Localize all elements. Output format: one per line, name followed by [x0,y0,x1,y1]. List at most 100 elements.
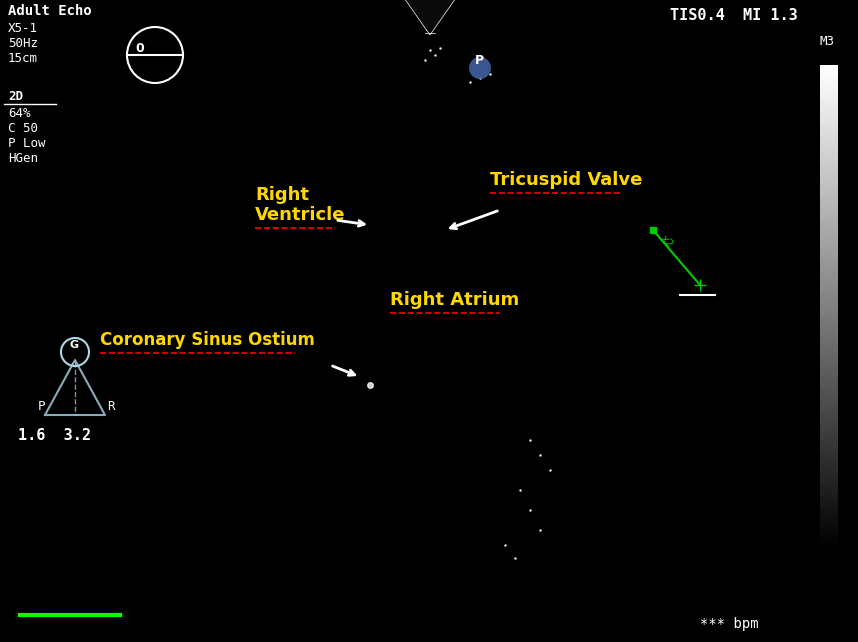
Bar [820,483,838,487]
Bar [820,166,838,171]
Text: 1.6  3.2: 1.6 3.2 [18,428,91,443]
Bar [820,310,838,315]
Text: X5-1: X5-1 [8,22,38,35]
Bar [820,209,838,214]
Bar [820,185,838,190]
Bar [820,89,838,94]
Bar [820,80,838,84]
Bar [820,454,838,458]
Bar [820,286,838,291]
Bar [820,132,838,137]
Bar [820,195,838,200]
Text: C 50: C 50 [8,122,38,135]
Bar [820,458,838,464]
Bar [820,238,838,243]
Bar [820,406,838,411]
Bar [820,502,838,507]
Bar [820,343,838,348]
Bar [820,218,838,223]
Bar [820,478,838,483]
Bar [820,70,838,74]
Bar [820,425,838,429]
Text: G: G [69,340,78,350]
Text: Tricuspid Valve: Tricuspid Valve [490,171,643,189]
Bar [820,315,838,320]
Bar [820,123,838,127]
Bar [820,358,838,363]
Bar [820,421,838,425]
Bar [820,392,838,396]
Bar [820,223,838,228]
Bar [820,512,838,516]
Bar [820,320,838,324]
Bar [820,74,838,80]
Bar [820,363,838,367]
Bar [820,348,838,353]
Bar [820,108,838,113]
Text: TIS0.4  MI 1.3: TIS0.4 MI 1.3 [670,8,798,23]
Bar [820,291,838,295]
Bar [820,435,838,439]
Bar [820,329,838,334]
Text: HGen: HGen [8,152,38,165]
Bar [820,473,838,478]
Bar [820,468,838,473]
Bar [820,84,838,89]
Bar [820,497,838,502]
Bar [820,521,838,526]
Text: R: R [107,400,114,413]
Bar [820,161,838,166]
Bar [820,156,838,161]
Bar [820,137,838,142]
Bar [820,142,838,146]
Bar [820,65,838,70]
Bar [820,243,838,247]
Bar [820,228,838,233]
Bar [820,103,838,108]
Bar [820,526,838,530]
Bar [820,276,838,281]
Text: Right Atrium: Right Atrium [390,291,519,309]
Bar [820,262,838,266]
Bar [820,353,838,358]
Bar [820,338,838,343]
Bar [820,171,838,175]
Text: *** bpm: *** bpm [700,617,758,631]
Bar [820,324,838,329]
Bar [820,367,838,372]
Text: 0: 0 [135,42,144,55]
Bar [820,233,838,238]
Bar [820,411,838,415]
Bar [820,401,838,406]
Bar [820,200,838,204]
Bar [820,305,838,310]
Bar [820,281,838,286]
Text: Coronary Sinus Ostium: Coronary Sinus Ostium [100,331,315,349]
Text: 50Hz: 50Hz [8,37,38,50]
Bar [820,180,838,185]
Bar [820,444,838,449]
Bar [820,266,838,272]
Bar [820,415,838,421]
Bar [820,377,838,382]
Bar [820,204,838,209]
Bar [820,127,838,132]
Bar [820,146,838,152]
Text: Right: Right [255,186,309,204]
Polygon shape [92,0,769,35]
Bar [820,396,838,401]
Bar [820,113,838,117]
Bar [820,214,838,218]
Bar [820,429,838,435]
Bar [820,252,838,257]
Bar [820,99,838,103]
Bar [820,492,838,497]
Text: 15cm: 15cm [8,52,38,65]
Bar [820,117,838,123]
Bar [820,530,838,535]
Bar [820,516,838,521]
Bar [820,94,838,99]
Bar [820,295,838,300]
Bar [820,152,838,156]
Bar [820,535,838,540]
